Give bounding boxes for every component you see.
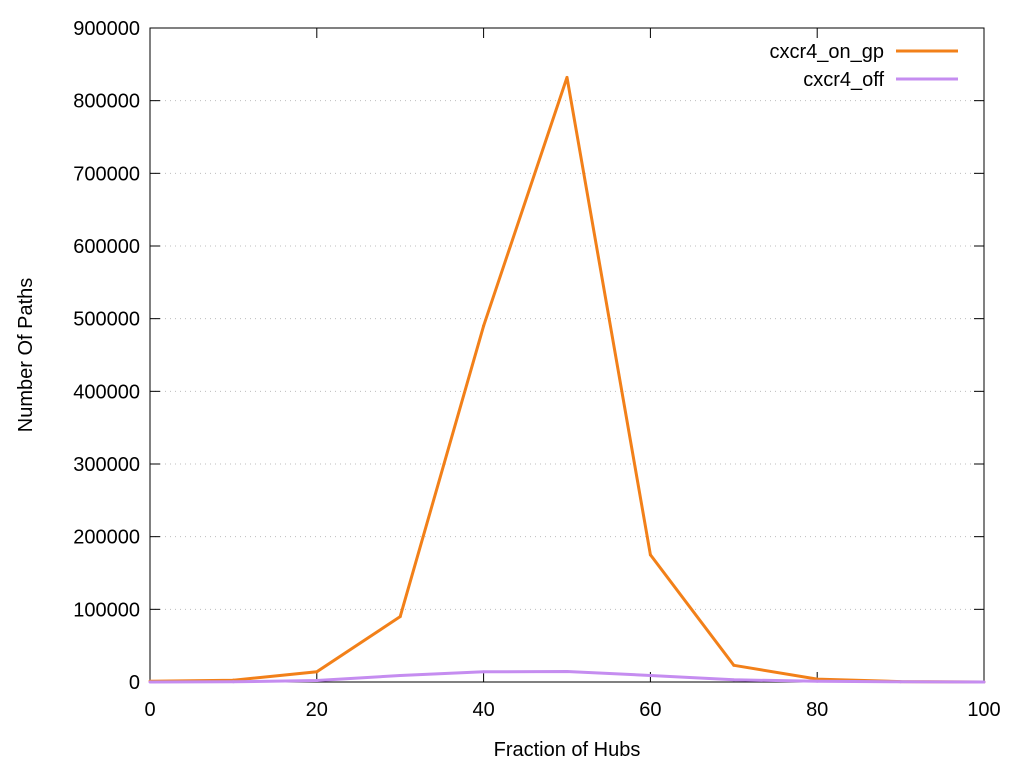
data-point-cxcr4_on_gp — [315, 670, 319, 674]
y-tick-label: 300000 — [73, 454, 140, 476]
y-tick-label: 800000 — [73, 91, 140, 113]
x-tick-label: 20 — [306, 699, 328, 721]
data-point-cxcr4_off — [148, 680, 152, 684]
x-axis-title: Fraction of Hubs — [494, 739, 641, 761]
y-axis: 0 100000 200000 300000 400000 500000 600000 700… — [73, 18, 984, 694]
y-tick-label: 400000 — [73, 381, 140, 403]
y-tick-label: 700000 — [73, 163, 140, 185]
legend-label: cxcr4_on_gp — [769, 41, 884, 63]
data-point-cxcr4_off — [732, 678, 736, 682]
x-tick-label: 0 — [144, 699, 155, 721]
series-group — [148, 75, 986, 684]
grid-lines — [150, 100, 984, 610]
data-point-cxcr4_on_gp — [482, 324, 486, 328]
data-point-cxcr4_off — [815, 679, 819, 683]
y-tick-label: 600000 — [73, 236, 140, 258]
y-tick-label: 0 — [129, 672, 140, 694]
x-tick-label: 80 — [806, 699, 828, 721]
y-tick-label: 200000 — [73, 527, 140, 549]
legend-label: cxcr4_off — [803, 69, 884, 91]
x-tick-label: 40 — [472, 699, 494, 721]
x-axis: 0 20 40 60 80 100 — [144, 28, 1001, 721]
y-tick-label: 900000 — [73, 18, 140, 40]
series-line-cxcr4_on_gp — [149, 76, 985, 684]
y-tick-label: 500000 — [73, 309, 140, 331]
x-tick-label: 100 — [967, 699, 1000, 721]
data-point-cxcr4_on_gp — [648, 553, 652, 557]
data-point-cxcr4_on_gp — [732, 663, 736, 667]
data-point-cxcr4_off — [982, 680, 986, 684]
data-point-cxcr4_off — [648, 673, 652, 677]
data-point-cxcr4_off — [482, 670, 486, 674]
y-tick-label: 100000 — [73, 599, 140, 621]
plot-frame — [149, 27, 985, 683]
legend: cxcr4_on_gp cxcr4_off — [769, 41, 958, 91]
y-axis-title: Number Of Paths — [15, 278, 37, 433]
data-point-cxcr4_off — [398, 673, 402, 677]
data-point-cxcr4_on_gp — [398, 615, 402, 619]
data-point-cxcr4_on_gp — [565, 75, 569, 79]
x-tick-label: 60 — [639, 699, 661, 721]
data-point-cxcr4_off — [315, 679, 319, 683]
data-point-cxcr4_off — [899, 680, 903, 684]
data-point-cxcr4_off — [231, 680, 235, 684]
data-point-cxcr4_off — [565, 669, 569, 673]
